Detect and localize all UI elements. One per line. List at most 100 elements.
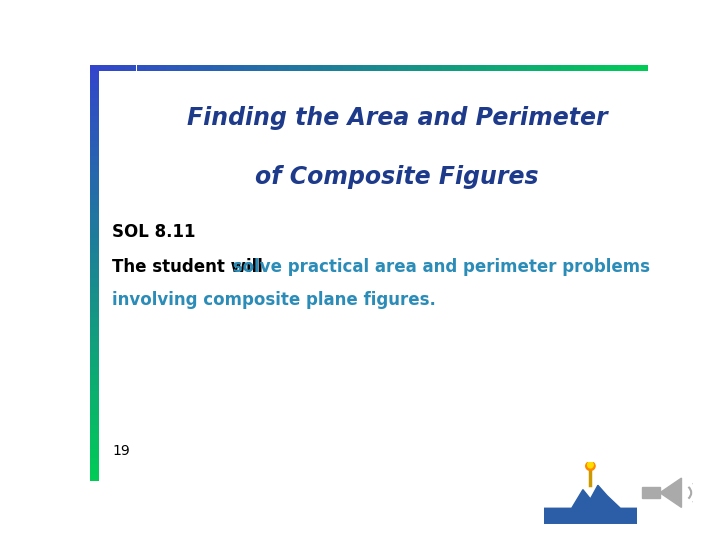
Bar bbox=[90, 95, 99, 97]
Bar bbox=[90, 244, 99, 245]
Bar bbox=[347, 65, 348, 71]
Bar bbox=[237, 65, 239, 71]
Bar bbox=[90, 461, 99, 463]
Bar bbox=[153, 65, 155, 71]
Bar bbox=[516, 65, 518, 71]
Bar bbox=[189, 65, 190, 71]
Bar bbox=[90, 366, 99, 367]
Bar bbox=[90, 338, 99, 339]
Bar bbox=[120, 65, 122, 71]
Bar bbox=[90, 322, 99, 324]
Bar bbox=[90, 439, 99, 441]
Bar bbox=[90, 382, 99, 383]
Bar bbox=[479, 65, 481, 71]
Bar bbox=[587, 65, 588, 71]
Bar bbox=[90, 363, 99, 364]
Bar bbox=[641, 65, 642, 71]
Bar bbox=[90, 360, 99, 361]
Text: involving composite plane figures.: involving composite plane figures. bbox=[112, 292, 436, 309]
Bar bbox=[90, 458, 99, 460]
Bar bbox=[642, 65, 644, 71]
Bar bbox=[533, 65, 534, 71]
Bar bbox=[90, 437, 99, 439]
Bar bbox=[90, 266, 99, 267]
Bar bbox=[90, 428, 99, 429]
Bar bbox=[90, 309, 99, 310]
Bar bbox=[90, 332, 99, 334]
Bar bbox=[90, 310, 99, 312]
Bar bbox=[90, 197, 99, 198]
Bar bbox=[90, 349, 99, 350]
Bar bbox=[540, 65, 542, 71]
Bar bbox=[253, 65, 256, 71]
Bar bbox=[90, 425, 99, 427]
Bar bbox=[90, 212, 99, 213]
Bar bbox=[427, 65, 428, 71]
Bar bbox=[338, 65, 339, 71]
Bar bbox=[333, 65, 336, 71]
Bar bbox=[90, 418, 99, 420]
Bar bbox=[252, 65, 253, 71]
Bar bbox=[90, 281, 99, 282]
Bar bbox=[90, 267, 99, 268]
Bar bbox=[90, 411, 99, 413]
Bar bbox=[90, 221, 99, 223]
Bar bbox=[90, 94, 99, 95]
Bar bbox=[526, 65, 527, 71]
Bar bbox=[475, 65, 477, 71]
Bar bbox=[103, 65, 105, 71]
Bar bbox=[412, 65, 413, 71]
Bar bbox=[631, 65, 633, 71]
Bar bbox=[90, 367, 99, 368]
Bar bbox=[90, 427, 99, 428]
Bar bbox=[300, 65, 302, 71]
Bar bbox=[440, 65, 441, 71]
Bar bbox=[90, 324, 99, 326]
Bar bbox=[90, 245, 99, 246]
Bar bbox=[90, 146, 99, 148]
Bar bbox=[600, 65, 601, 71]
Bar bbox=[220, 65, 222, 71]
Bar bbox=[159, 65, 161, 71]
Bar bbox=[339, 65, 341, 71]
Bar bbox=[588, 65, 590, 71]
Bar bbox=[90, 457, 99, 458]
Bar bbox=[90, 134, 99, 136]
Bar bbox=[110, 65, 112, 71]
Bar bbox=[90, 191, 99, 192]
Bar bbox=[90, 155, 99, 156]
Bar bbox=[90, 82, 99, 83]
Bar bbox=[415, 65, 418, 71]
Bar bbox=[90, 454, 99, 456]
Bar bbox=[410, 65, 412, 71]
Bar bbox=[431, 65, 432, 71]
Bar bbox=[90, 163, 99, 165]
Bar bbox=[90, 90, 99, 91]
Bar bbox=[380, 65, 382, 71]
Bar bbox=[436, 65, 438, 71]
Bar bbox=[90, 374, 99, 375]
Bar bbox=[490, 65, 492, 71]
Bar bbox=[466, 65, 467, 71]
Bar bbox=[135, 65, 137, 71]
Bar bbox=[561, 65, 562, 71]
Bar bbox=[194, 65, 196, 71]
Bar bbox=[406, 65, 408, 71]
Bar bbox=[512, 65, 514, 71]
Bar bbox=[90, 249, 99, 251]
Bar bbox=[310, 65, 311, 71]
Bar bbox=[118, 65, 120, 71]
Bar bbox=[90, 478, 99, 479]
Bar bbox=[503, 65, 505, 71]
Bar bbox=[90, 144, 99, 145]
Bar bbox=[90, 101, 99, 102]
Bar bbox=[94, 65, 96, 71]
Bar bbox=[90, 278, 99, 280]
Bar bbox=[594, 65, 596, 71]
Bar bbox=[514, 65, 516, 71]
Bar bbox=[492, 65, 494, 71]
Bar bbox=[507, 65, 508, 71]
Bar bbox=[90, 402, 99, 403]
Bar bbox=[90, 348, 99, 349]
Bar bbox=[393, 65, 395, 71]
